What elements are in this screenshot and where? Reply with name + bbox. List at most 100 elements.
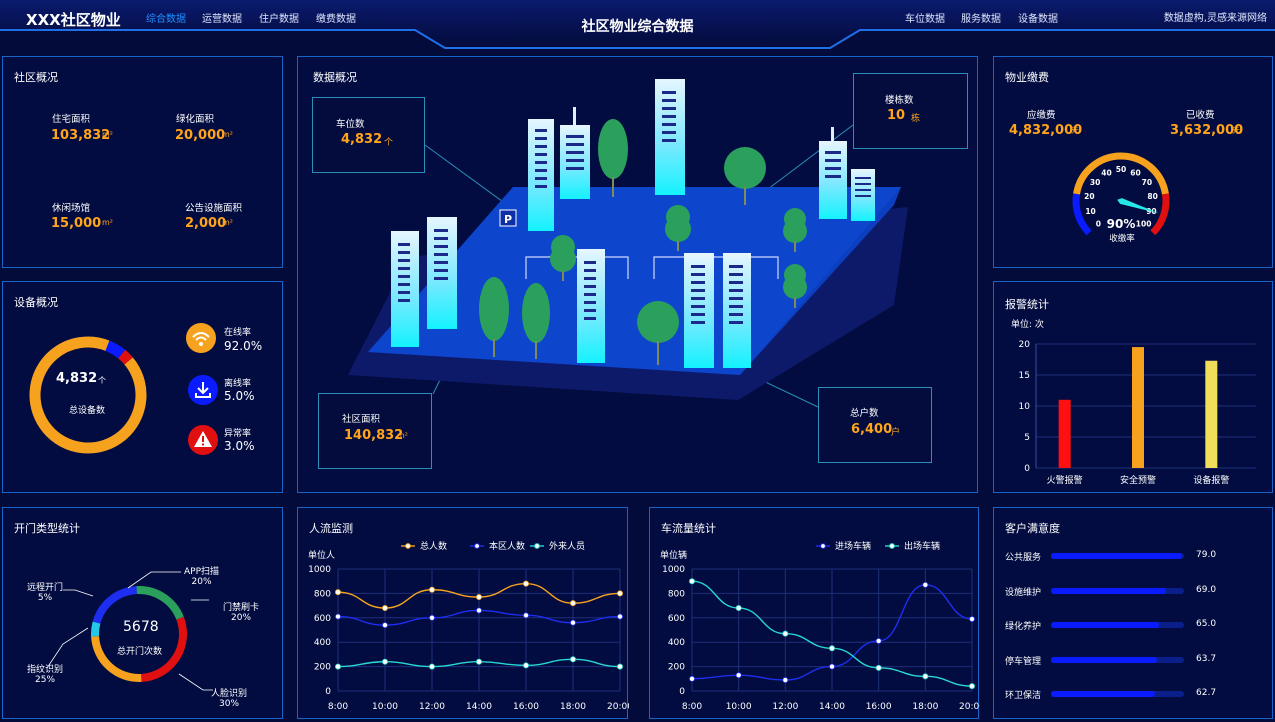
device-total-value: 4,832 (56, 371, 98, 386)
collection-rate-gauge: 0102030405060708090100 90% 收缴率 (1072, 152, 1170, 244)
gauge-tick-label: 60 (1130, 168, 1140, 177)
gauge-tick-label: 50 (1116, 165, 1126, 174)
warning-icon (188, 425, 218, 455)
series-point (569, 619, 576, 626)
series-point (689, 578, 696, 585)
residential-area-value: 103,832 (51, 128, 111, 143)
series-point (782, 630, 789, 637)
legend-label: 进场车辆 (835, 540, 871, 552)
series-point (335, 663, 342, 670)
online-rate-label: 在线率 (224, 328, 252, 338)
header-frame (0, 0, 1275, 49)
satisfaction-panel: 客户满意度 公共服务 79.0 设施维护 69.0 绿化养护 65.0 停车管理 63.7 环卫… (993, 507, 1273, 719)
y-tick-label: 600 (668, 614, 685, 624)
door-ring-slice (140, 616, 187, 682)
buildings-value: 10 (887, 108, 906, 123)
door-label-face-name: 人脸识别 (211, 689, 248, 699)
alarm-panel: 报警统计 单位: 次 0 5 10 15 20 火警报警 安全预警 设备报警 (993, 281, 1273, 493)
x-tick-label: 16:00 (513, 702, 539, 712)
data-source-note: 数据虚构,灵感来源网络 (1163, 13, 1267, 24)
series-point (616, 663, 623, 670)
parking-sign: P (504, 213, 512, 226)
ring-segment-offline (29, 336, 147, 454)
door-label-app-name: APP扫描 (184, 567, 220, 577)
satisfaction-value: 63.7 (1196, 653, 1217, 664)
error-rate-label: 异常率 (224, 429, 252, 439)
people-line-chart: 0 200 400 600 800 1000 8:00 10:00 12:00 14:00 16:0… (308, 540, 629, 712)
download-icon (188, 375, 218, 405)
door-label-remote-name: 远程开门 (27, 583, 64, 593)
door-label-remote: 远程开门 5% (27, 580, 63, 603)
gauge-tick-label: 10 (1085, 207, 1095, 216)
alarm-x-label: 安全预警 (1120, 474, 1156, 486)
nav-item-operation[interactable]: 运营数据 (202, 14, 242, 25)
nav-item-devices[interactable]: 设备数据 (1018, 14, 1058, 25)
satisfaction-bar-track (1051, 587, 1184, 594)
nav-item-payment[interactable]: 缴费数据 (316, 14, 356, 25)
x-tick-label: 18:00 (912, 702, 938, 712)
nav-item-service[interactable]: 服务数据 (961, 14, 1001, 25)
alarm-unit: 单位: 次 (1011, 320, 1044, 330)
series-point (382, 622, 389, 629)
y-tick-label: 1000 (308, 565, 331, 575)
gauge-tick-label: 70 (1142, 178, 1152, 187)
vehicle-flow-panel: 车流量统计 单位辆 0 200 400 600 800 1000 8:00 10:00 12:0… (649, 507, 980, 719)
satisfaction-value: 65.0 (1196, 619, 1217, 629)
satisfaction-bar-track (1051, 691, 1184, 697)
households-card: 总户数 6,400 户 (818, 387, 932, 463)
offline-rate-value: 5.0% (224, 389, 255, 403)
alarm-bar (1205, 360, 1218, 468)
satisfaction-bar-fill (1051, 691, 1156, 697)
legend-label: 总人数 (420, 540, 447, 552)
gauge-tick-label: 40 (1101, 168, 1111, 177)
x-tick-label: 10:00 (372, 702, 398, 712)
satisfaction-label: 环卫保洁 (1005, 691, 1042, 701)
page-title: 社区物业综合数据 (581, 19, 694, 35)
vehicle-unit: 单位辆 (660, 551, 688, 561)
households-label: 总户数 (850, 408, 879, 419)
door-label-card: 门禁刷卡 20% (223, 600, 259, 623)
leisure-venue-label: 休闲场馆 (52, 203, 91, 214)
series-point (382, 658, 389, 665)
community-area-value: 140,832 (344, 428, 404, 443)
offline-rate-label: 离线率 (224, 379, 252, 389)
panel-title: 车流量统计 (661, 522, 716, 535)
gauge-tick-label: 30 (1090, 178, 1100, 187)
series-point (782, 677, 789, 684)
series-point (428, 614, 435, 621)
legend-label: 外来人员 (549, 540, 585, 552)
panel-title: 客户满意度 (1005, 522, 1060, 535)
panel-title: 人流监测 (309, 522, 353, 535)
series-point (968, 683, 975, 690)
satisfaction-bar-fill (1051, 553, 1183, 559)
series-point (569, 656, 576, 663)
gauge-arc-segment (1073, 152, 1169, 195)
satisfaction-label: 绿化养护 (1005, 622, 1042, 632)
alarm-y-tick: 15 (1019, 371, 1030, 381)
series-point (875, 664, 882, 671)
community-area-unit: m² (397, 431, 408, 440)
x-tick-label: 14:00 (819, 702, 845, 712)
panel-title: 设备概况 (14, 296, 58, 309)
satisfaction-bar-track (1051, 656, 1184, 663)
fee-paid-unit: 元 (1232, 126, 1240, 135)
x-tick-label: 8:00 (328, 702, 348, 712)
fee-paid-value: 3,632,000 (1170, 123, 1244, 138)
y-tick-label: 1000 (662, 565, 685, 575)
x-tick-label: 20:00 (607, 702, 629, 712)
nav-item-residents[interactable]: 住户数据 (259, 14, 299, 25)
door-label-app-pct: 20% (191, 577, 212, 587)
fee-due-value: 4,832,000 (1009, 123, 1083, 138)
legend-label: 出场车辆 (904, 540, 940, 552)
satisfaction-value: 69.0 (1196, 584, 1217, 595)
series-point (428, 586, 435, 593)
x-tick-label: 12:00 (772, 702, 798, 712)
nav-item-parking[interactable]: 车位数据 (905, 14, 945, 25)
nav-item-overview[interactable]: 综合数据 (146, 14, 186, 25)
series-point (735, 605, 742, 612)
green-area-label: 绿化面积 (176, 114, 215, 125)
series-point (522, 580, 529, 587)
ring-segment-online (29, 336, 147, 454)
door-type-ring-chart (46, 571, 213, 691)
series-point (922, 581, 929, 588)
